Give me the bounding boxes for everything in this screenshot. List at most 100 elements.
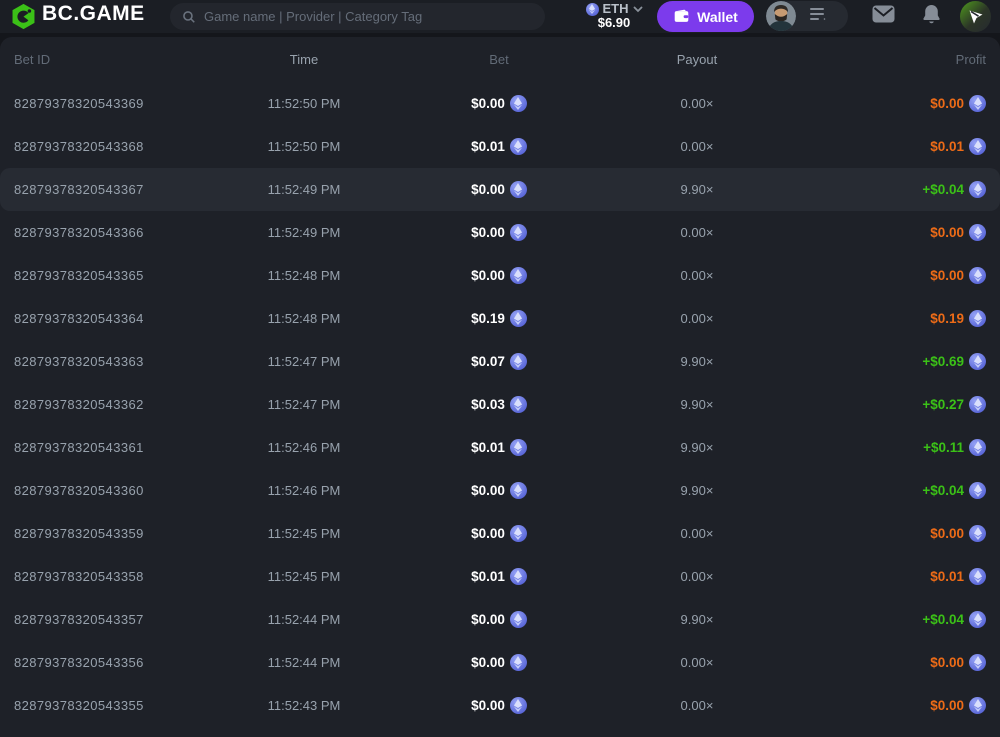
table-row[interactable]: 82879378320543359 11:52:45 PM $0.00 0.00… [0, 512, 1000, 555]
brand-title[interactable]: BC.GAME [42, 2, 145, 25]
profit-amount: +$0.04 [922, 612, 964, 627]
notifications-bell-icon[interactable] [922, 4, 941, 28]
payout-cell: 9.90× [680, 440, 714, 455]
eth-coin-icon [969, 138, 986, 155]
table-row[interactable]: 82879378320543355 11:52:43 PM $0.00 0.00… [0, 684, 1000, 727]
bet-amount: $0.19 [471, 311, 505, 326]
bet-amount: $0.00 [471, 655, 505, 670]
bet-amount: $0.01 [471, 569, 505, 584]
table-row[interactable]: 82879378320543368 11:52:50 PM $0.01 0.00… [0, 125, 1000, 168]
col-header-bet-id: Bet ID [14, 52, 51, 67]
eth-coin-icon [969, 568, 986, 585]
time-cell: 11:52:46 PM [267, 483, 341, 498]
time-cell: 11:52:45 PM [267, 526, 341, 541]
profit-cell: +$0.11 [760, 439, 986, 456]
bet-id-cell: 82879378320543362 [14, 397, 144, 412]
mail-icon[interactable] [872, 5, 895, 26]
search-placeholder: Game name | Provider | Category Tag [204, 9, 423, 24]
bonus-spin-icon[interactable] [960, 1, 991, 35]
bet-amount: $0.00 [471, 225, 505, 240]
bet-menu-icon[interactable] [810, 7, 826, 26]
payout-cell: 0.00× [680, 526, 714, 541]
eth-coin-icon [509, 697, 527, 714]
eth-coin-icon [585, 2, 599, 16]
bet-history-panel: Bet ID Time Bet Payout Profit 8287937832… [0, 37, 1000, 737]
table-header-row: Bet ID Time Bet Payout Profit [0, 37, 1000, 82]
table-row[interactable]: 82879378320543356 11:52:44 PM $0.00 0.00… [0, 641, 1000, 684]
bet-amount: $0.03 [471, 397, 505, 412]
table-row[interactable]: 82879378320543357 11:52:44 PM $0.00 9.90… [0, 598, 1000, 641]
profit-amount: +$0.27 [922, 397, 964, 412]
bet-amount: $0.00 [471, 182, 505, 197]
user-avatar[interactable] [766, 1, 796, 31]
table-row[interactable]: 82879378320543366 11:52:49 PM $0.00 0.00… [0, 211, 1000, 254]
profit-amount: $0.19 [930, 311, 964, 326]
eth-coin-icon [509, 224, 527, 241]
table-row[interactable]: 82879378320543364 11:52:48 PM $0.19 0.00… [0, 297, 1000, 340]
table-row[interactable]: 82879378320543362 11:52:47 PM $0.03 9.90… [0, 383, 1000, 426]
time-cell: 11:52:47 PM [267, 354, 341, 369]
eth-coin-icon [969, 654, 986, 671]
bet-amount: $0.01 [471, 440, 505, 455]
eth-coin-icon [509, 439, 527, 456]
eth-coin-icon [509, 482, 527, 499]
profit-amount: $0.01 [930, 139, 964, 154]
eth-coin-icon [969, 611, 986, 628]
eth-coin-icon [509, 525, 527, 542]
bet-cell: $0.01 [364, 138, 634, 155]
time-cell: 11:52:45 PM [267, 569, 341, 584]
eth-coin-icon [969, 181, 986, 198]
col-header-profit: Profit [955, 52, 986, 67]
bc-game-logo-icon[interactable] [10, 3, 37, 30]
profit-amount: +$0.69 [922, 354, 964, 369]
time-cell: 11:52:43 PM [267, 698, 341, 713]
profit-cell: $0.19 [760, 310, 986, 327]
bet-cell: $0.01 [364, 568, 634, 585]
chevron-down-icon [633, 6, 642, 12]
eth-coin-icon [969, 95, 986, 112]
eth-coin-icon [969, 396, 986, 413]
bet-amount: $0.00 [471, 526, 505, 541]
table-row[interactable]: 82879378320543363 11:52:47 PM $0.07 9.90… [0, 340, 1000, 383]
eth-coin-icon [509, 654, 527, 671]
profit-amount: $0.00 [930, 96, 964, 111]
bet-cell: $0.00 [364, 697, 634, 714]
table-row[interactable]: 82879378320543358 11:52:45 PM $0.01 0.00… [0, 555, 1000, 598]
profit-amount: $0.00 [930, 655, 964, 670]
table-row[interactable]: 82879378320543367 11:52:49 PM $0.00 9.90… [0, 168, 1000, 211]
bet-cell: $0.00 [364, 224, 634, 241]
profit-amount: $0.01 [930, 569, 964, 584]
profit-amount: +$0.11 [923, 440, 964, 455]
profit-amount: $0.00 [930, 526, 964, 541]
eth-coin-icon [969, 224, 986, 241]
bet-amount: $0.00 [471, 96, 505, 111]
wallet-icon [674, 9, 689, 22]
profile-pill[interactable] [766, 1, 848, 31]
time-cell: 11:52:48 PM [267, 268, 341, 283]
currency-selector[interactable]: ETH $6.90 [574, 2, 654, 30]
bet-amount: $0.01 [471, 139, 505, 154]
payout-cell: 9.90× [680, 397, 714, 412]
payout-cell: 9.90× [680, 354, 714, 369]
time-cell: 11:52:49 PM [267, 182, 341, 197]
profit-cell: $0.00 [760, 697, 986, 714]
profit-cell: $0.00 [760, 525, 986, 542]
profit-cell: $0.00 [760, 654, 986, 671]
eth-coin-icon [509, 310, 527, 327]
table-row[interactable]: 82879378320543361 11:52:46 PM $0.01 9.90… [0, 426, 1000, 469]
bet-id-cell: 82879378320543368 [14, 139, 144, 154]
time-cell: 11:52:49 PM [267, 225, 341, 240]
bet-cell: $0.00 [364, 525, 634, 542]
bet-cell: $0.00 [364, 611, 634, 628]
table-row[interactable]: 82879378320543365 11:52:48 PM $0.00 0.00… [0, 254, 1000, 297]
bet-amount: $0.00 [471, 483, 505, 498]
table-row[interactable]: 82879378320543360 11:52:46 PM $0.00 9.90… [0, 469, 1000, 512]
search-input[interactable]: Game name | Provider | Category Tag [170, 3, 545, 30]
search-icon [183, 10, 195, 23]
table-row[interactable]: 82879378320543369 11:52:50 PM $0.00 0.00… [0, 82, 1000, 125]
wallet-button[interactable]: Wallet [657, 1, 754, 32]
eth-coin-icon [509, 95, 527, 112]
bet-cell: $0.00 [364, 267, 634, 284]
profit-cell: +$0.04 [760, 611, 986, 628]
bet-amount: $0.00 [471, 698, 505, 713]
